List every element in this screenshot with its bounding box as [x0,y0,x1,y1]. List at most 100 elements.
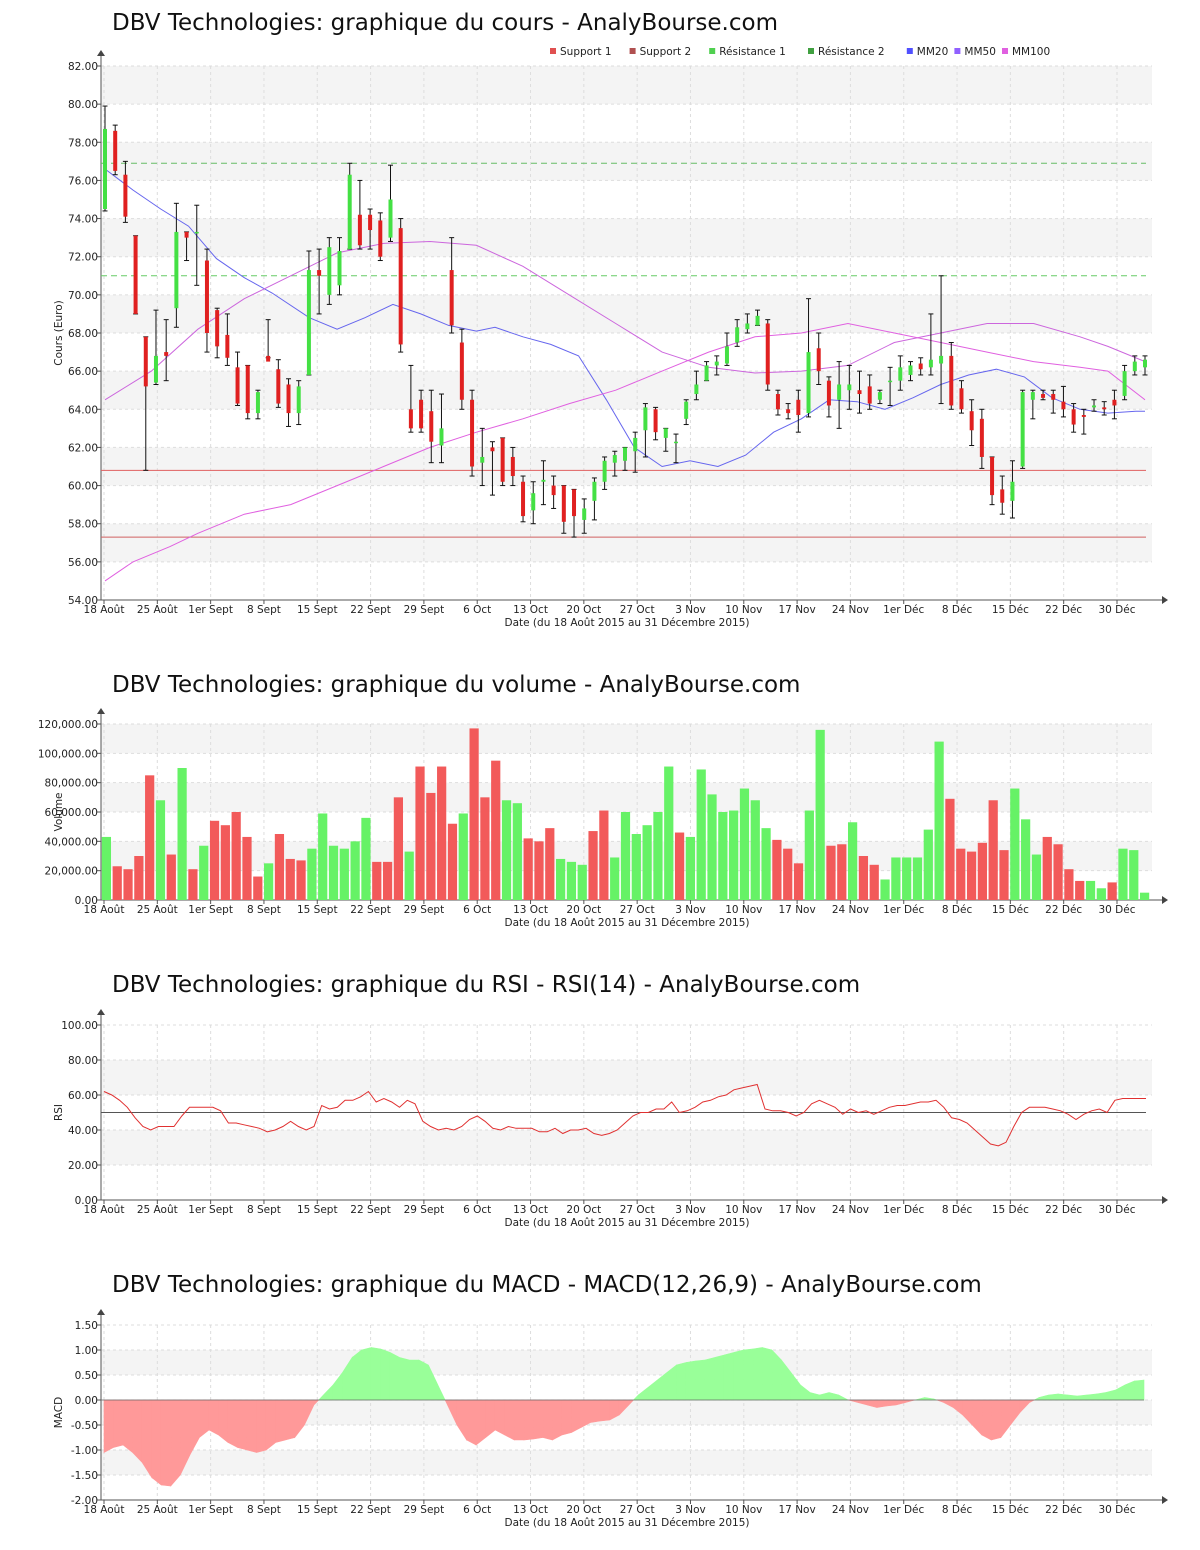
rsi-xtick-label: 18 Août [84,1204,125,1216]
volume-bar [339,848,349,900]
legend-swatch [1002,48,1008,54]
volume-bar [739,788,750,900]
volume-xtick-label: 8 Sept [247,904,281,916]
volume-bar [653,812,663,900]
volume-xtick-label: 20 Oct [566,904,601,916]
volume-band [101,724,1152,754]
legend-label: MM100 [1012,46,1050,58]
candle-body [429,411,434,442]
volume-bar [415,766,425,900]
macd-ytick-label: -0.50 [71,1420,98,1432]
volume-bar [480,797,490,900]
volume-bar [588,831,598,900]
volume-bar [404,851,414,900]
macd-xtick-label: 18 Août [84,1504,125,1516]
rsi-xtick-label: 8 Déc [942,1204,973,1216]
volume-xtick-label: 15 Sept [297,904,338,916]
volume-bar [253,876,263,900]
volume-bar [469,728,479,900]
volume-bar [610,857,620,900]
price-band [101,523,1152,562]
volume-bar [1096,888,1106,900]
volume-bar [1021,819,1031,900]
volume-xtick-label: 15 Déc [992,904,1029,916]
rsi-xtick-label: 8 Sept [247,1204,281,1216]
volume-ytick-label: 120,000.00 [38,719,98,731]
rsi-y-arrow [97,1009,105,1015]
candle-body [704,365,709,381]
candle-body [255,392,260,414]
volume-bar [264,863,274,900]
volume-bar [815,729,825,900]
volume-bar [1107,882,1117,900]
candle-body [449,270,454,326]
macd-ytick-label: 1.00 [75,1345,98,1357]
volume-y-label: Volume [53,792,65,831]
volume-bar [350,841,360,900]
candle-body [816,348,821,372]
macd-xtick-label: 22 Sept [350,1504,391,1516]
macd-negative-area [103,1399,1035,1487]
price-xtick-label: 3 Nov [675,604,706,616]
volume-bar [145,775,155,900]
candle-body [939,355,944,364]
rsi-xtick-label: 24 Nov [832,1204,869,1216]
volume-bar [155,800,166,900]
volume-bar [869,864,879,900]
volume-bar [372,861,382,900]
volume-plot: 0.00 20,000.00 40,000.00 60,000.00 80,000.00… [38,708,1168,929]
candle-body [1092,405,1097,408]
candle-body [337,250,342,286]
volume-xtick-label: 22 Sept [350,904,391,916]
candle-body [490,447,495,452]
volume-xtick-label: 6 Oct [463,904,491,916]
macd-xtick-label: 1er Sept [188,1504,233,1516]
volume-xtick-label: 13 Oct [513,904,548,916]
price-ytick-label: 76.00 [68,175,98,187]
volume-bar [1118,848,1128,900]
volume-bar [696,769,706,900]
legend-swatch [709,48,716,54]
candle-body [959,388,964,410]
volume-bar [220,825,230,900]
candle-body [215,310,220,347]
macd-xtick-label: 22 Déc [1045,1504,1082,1516]
volume-bar [112,866,122,900]
volume-bar [956,848,966,900]
macd-ytick-label: -1.50 [71,1470,98,1482]
volume-ytick-label: 0.00 [75,895,98,907]
macd-chart-title: DBV Technologies: graphique du MACD - MA… [112,1272,982,1298]
candle-body [898,367,903,381]
volume-bar [556,858,566,900]
volume-bar [523,838,533,900]
candle-body [643,407,648,431]
price-xtick-label: 25 Août [137,604,178,616]
volume-bar [718,812,728,900]
volume-bar [966,851,977,900]
candle-body [796,399,801,416]
volume-bar [1053,844,1063,900]
volume-bar [923,829,933,900]
candle-body [561,485,566,522]
candle-body [1020,392,1025,467]
candle-body [1030,392,1035,400]
price-y-label: Cours (Euro) [53,300,65,366]
volume-bar [783,848,793,900]
volume-ytick-label: 60,000.00 [45,807,98,819]
candle-body [225,334,230,358]
candle-body [582,508,587,520]
rsi-ytick-label: 60.00 [68,1090,98,1102]
candle-body [480,456,485,463]
candle-body [969,411,974,431]
rsi-xtick-label: 15 Déc [992,1204,1029,1216]
price-xtick-label: 8 Sept [247,604,281,616]
candle-body [826,380,831,406]
volume-xtick-label: 1er Déc [883,904,924,916]
candle-body [541,479,546,482]
rsi-ytick-label: 100.00 [61,1020,98,1032]
candle-body [153,355,158,383]
price-xtick-label: 10 Nov [725,604,762,616]
volume-bar [393,797,404,900]
candle-body [133,235,138,314]
candle-body [500,437,505,482]
